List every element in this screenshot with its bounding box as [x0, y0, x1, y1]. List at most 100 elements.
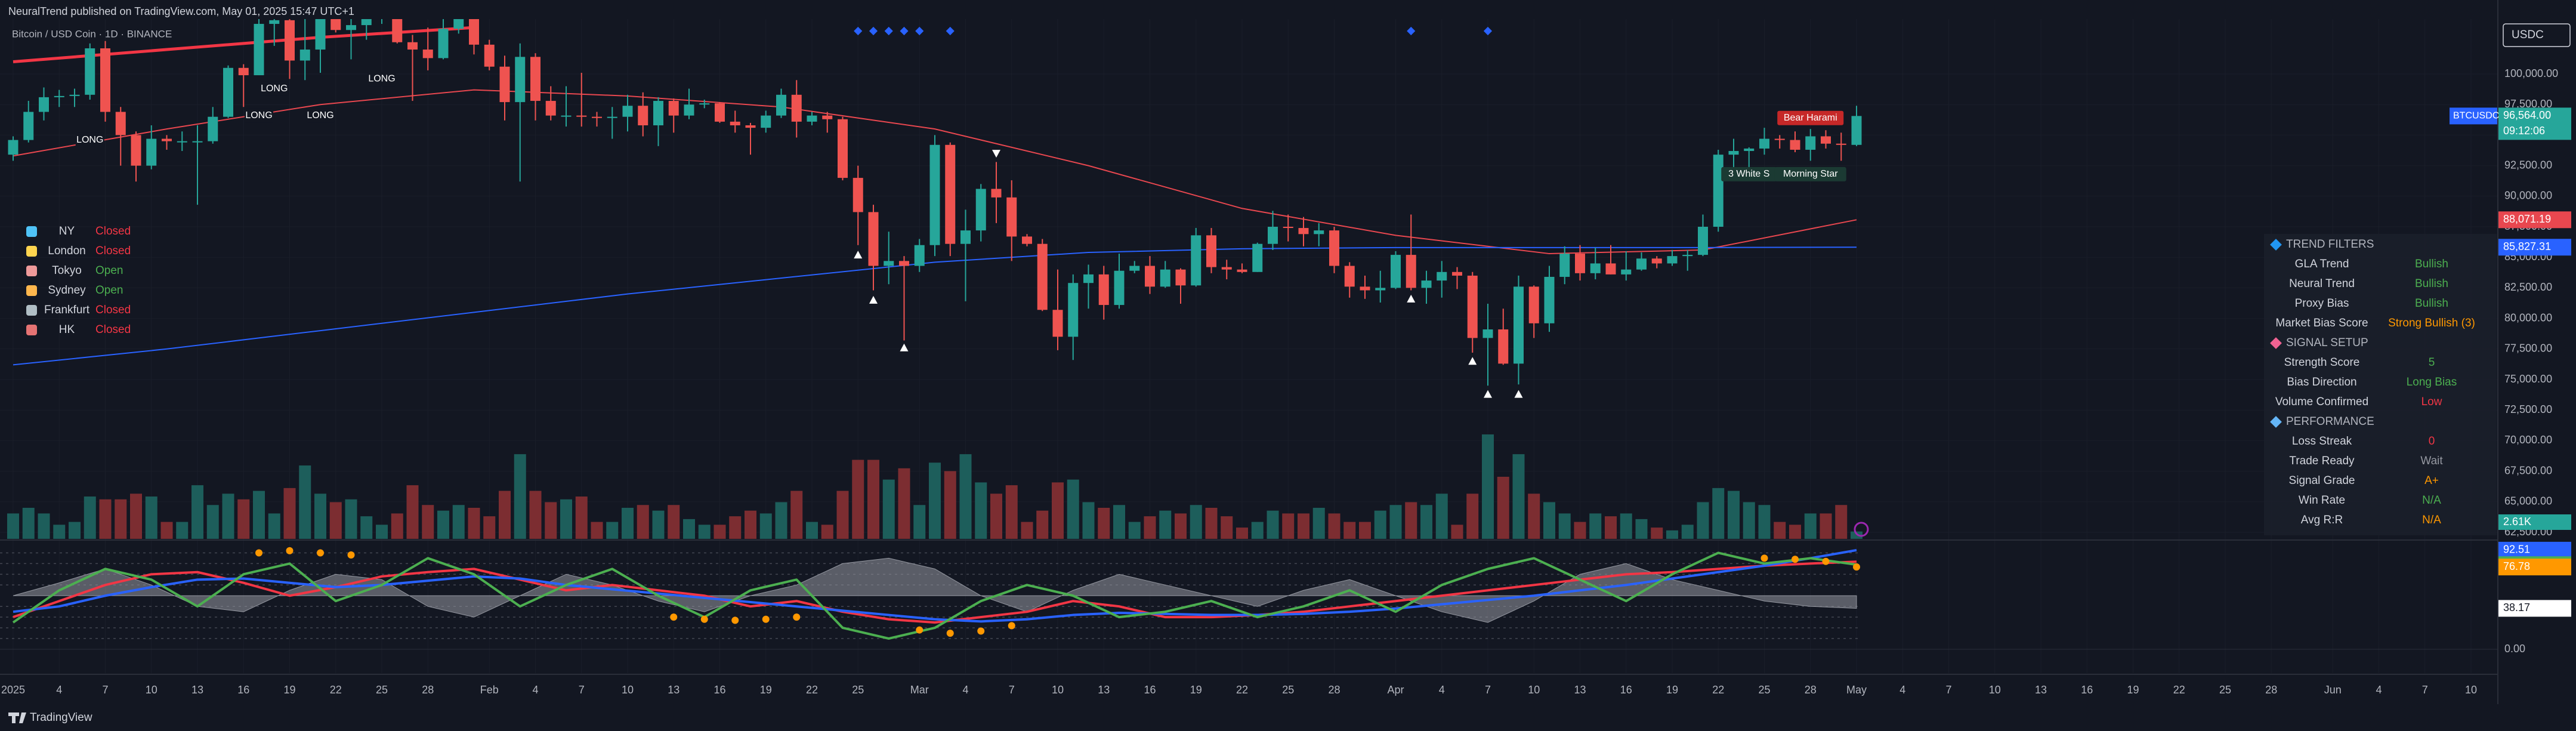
volume-bar — [283, 488, 296, 539]
volume-bar — [944, 471, 956, 539]
price-tick-label: 100,000.00 — [2504, 67, 2558, 79]
panel-label: Neural Trend — [2289, 277, 2355, 290]
panel-value: 5 — [2429, 356, 2435, 369]
candle-body — [299, 50, 310, 61]
session-icon — [26, 266, 37, 276]
candle-body — [223, 67, 233, 117]
candle-body — [1605, 263, 1616, 274]
volume-bar — [115, 499, 127, 539]
candle-body — [177, 141, 187, 143]
volume-bar — [1451, 525, 1463, 539]
annotation-bg — [1777, 110, 1844, 125]
currency: USDC — [2512, 29, 2544, 41]
candle-body — [285, 20, 295, 61]
date-tick-label: 22 — [1712, 684, 1724, 696]
volume-bar — [867, 459, 879, 539]
candle-body — [453, 19, 464, 29]
volume-bar — [790, 491, 803, 539]
date-tick-label: 10 — [1989, 684, 2001, 696]
volume-bar — [191, 485, 203, 539]
price-pane: LONG LONG LONG LONG LONG Bear Harami 3 White S… — [7, 19, 1862, 539]
oscillator-dot — [1853, 563, 1860, 571]
volume-bar — [1558, 513, 1571, 539]
candle-body — [1252, 243, 1263, 272]
candle-body — [407, 42, 418, 50]
price-tick-label: 97,500.00 — [2504, 98, 2552, 110]
candle-body — [162, 138, 172, 141]
volume-bar — [1159, 510, 1172, 539]
date-tick-label: 10 — [146, 684, 157, 696]
candle-body — [1821, 136, 1831, 144]
session-status: Closed — [95, 323, 131, 336]
candle-body — [1191, 235, 1201, 286]
volume-bar — [714, 525, 726, 539]
candle-body — [192, 141, 203, 143]
candle-body — [761, 115, 771, 128]
replay-icon[interactable] — [1854, 522, 1869, 537]
candle-body — [1698, 227, 1708, 255]
ticker-bg — [2450, 107, 2497, 125]
ma-badge-bg — [2498, 239, 2571, 256]
indicator-badge-bg — [2498, 541, 2571, 559]
price-tick-label: 67,500.00 — [2504, 464, 2552, 476]
date-tick-label: 16 — [714, 684, 725, 696]
volume-bar — [299, 465, 311, 539]
volume-bar — [1804, 513, 1817, 539]
annotation: LONG — [261, 84, 288, 94]
oscillator-dot — [731, 616, 739, 624]
volume-bar — [668, 505, 680, 539]
session-name: London — [48, 245, 85, 257]
volume-bar — [1282, 513, 1295, 539]
session-name: Tokyo — [52, 264, 82, 277]
volume-bar — [22, 507, 35, 539]
signal-triangle — [1407, 294, 1416, 303]
signal-triangle — [1484, 390, 1492, 398]
volume-bar — [452, 505, 465, 539]
overlay: 62,500.0065,000.0067,500.0070,000.0072,5… — [1, 67, 2571, 696]
volume-bar — [1113, 505, 1125, 539]
volume-bar — [1221, 516, 1233, 539]
candle-body — [822, 115, 833, 119]
candle-body — [1268, 227, 1278, 244]
annotation: LONG — [307, 110, 333, 121]
candle-body — [85, 48, 95, 95]
volume-bar — [253, 491, 265, 539]
date-tick-label: 28 — [422, 684, 434, 696]
oscillator-dot — [1008, 622, 1015, 630]
publisher: NeuralTrend published on TradingView.com… — [8, 5, 354, 17]
annotation-bg — [260, 81, 289, 96]
session-status: Open — [95, 284, 123, 297]
volume-bar — [637, 505, 649, 539]
volume-bar — [99, 499, 112, 539]
volume-bar — [1605, 516, 1617, 539]
ma-badge: 88,071.19 — [2503, 213, 2551, 225]
date-tick-label: 7 — [579, 684, 585, 696]
candle-body — [392, 19, 403, 42]
volume-bar — [1681, 525, 1694, 539]
date-tick-label: 13 — [1574, 684, 1586, 696]
volume-bar — [1651, 528, 1663, 539]
date-tick-label: 13 — [2035, 684, 2047, 696]
date-tick-label: 7 — [102, 684, 108, 696]
price-tick-label: 80,000.00 — [2504, 311, 2552, 323]
oscillator-dot — [946, 630, 954, 637]
volume-bar — [391, 513, 403, 539]
panel-label: Loss Streak — [2292, 435, 2352, 448]
volume-bar — [1052, 482, 1064, 539]
volume-bar — [591, 522, 603, 539]
date-tick-label: 7 — [1945, 684, 1951, 696]
date-tick-label: 7 — [1009, 684, 1015, 696]
volume-bar — [545, 502, 557, 539]
volume-bar — [913, 505, 926, 539]
volume-bar — [483, 516, 496, 539]
candle-body — [1836, 143, 1846, 145]
panel-label: Bias Direction — [2287, 376, 2356, 388]
indicator-badge: 38.17 — [2503, 602, 2530, 613]
oscillator-dot — [670, 613, 678, 621]
candle-body — [592, 116, 602, 118]
indicator-badge: 92.51 — [2503, 544, 2530, 556]
panel-value: Bullish — [2415, 258, 2448, 270]
volume-bar — [329, 502, 342, 539]
section-title: TREND FILTERS — [2286, 238, 2374, 251]
volume-bar — [1528, 493, 1540, 539]
